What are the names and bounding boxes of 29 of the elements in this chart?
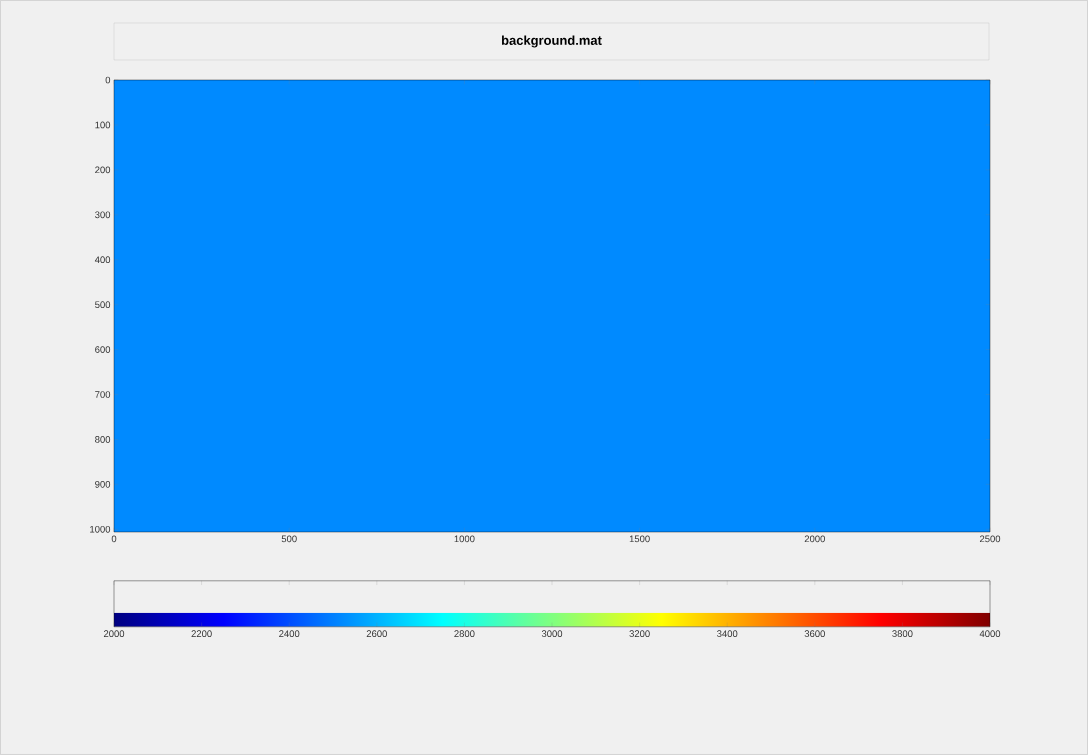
x-tick-label: 2000 — [804, 535, 825, 543]
color-bar-label: 3000 — [541, 630, 563, 638]
y-tick-label: 800 — [95, 436, 111, 443]
chart-title: background.mat — [501, 35, 602, 48]
color-bar-label: 2400 — [279, 630, 300, 638]
color-bar-label: 2800 — [454, 630, 475, 638]
x-tick-label: 0 — [111, 535, 117, 543]
y-tick-label: 400 — [94, 256, 111, 264]
color-bar-label: 2200 — [191, 630, 212, 638]
y-tick-label: 200 — [95, 166, 111, 174]
color-bar-label: 2600 — [366, 630, 387, 638]
x-tick-label: 2500 — [979, 535, 1001, 543]
y-tick-label: 100 — [95, 121, 111, 129]
color-bar-label: 3800 — [892, 630, 913, 638]
y-tick-label: 900 — [95, 481, 111, 488]
color-bar-label: 4000 — [979, 630, 1001, 638]
x-tick-label: 500 — [281, 535, 297, 543]
color-bar-label: 3200 — [629, 630, 650, 638]
color-bar-label: 2000 — [103, 630, 125, 638]
y-tick-label: 600 — [95, 346, 111, 353]
y-tick-label: 500 — [95, 301, 111, 308]
color-bar-label: 3400 — [717, 630, 738, 638]
y-tick-label: 700 — [95, 391, 111, 398]
color-bar-label: 3600 — [804, 630, 825, 638]
y-tick-label: 300 — [95, 211, 111, 219]
y-tick-label: 1000 — [90, 525, 111, 533]
x-tick-label: 1000 — [454, 535, 475, 543]
x-tick-label: 1500 — [629, 535, 650, 543]
y-tick-label: 0 — [105, 76, 111, 84]
